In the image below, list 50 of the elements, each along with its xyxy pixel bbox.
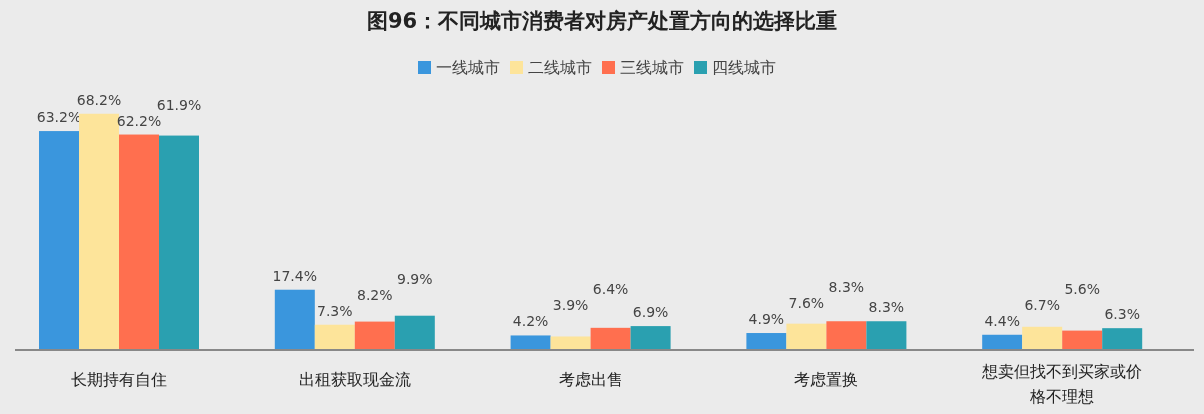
x-tick-label: 考虑出售 <box>558 370 623 389</box>
bar <box>510 335 551 350</box>
x-tick-label: 长期持有自住 <box>71 370 167 389</box>
data-label: 8.3% <box>828 279 865 296</box>
data-label: 61.9% <box>156 96 202 113</box>
bar <box>1022 326 1063 350</box>
bar <box>39 131 79 350</box>
data-label: 4.9% <box>748 311 785 328</box>
bar <box>79 113 119 350</box>
data-label: 9.9% <box>397 270 433 287</box>
x-tick-label: 考虑置换 <box>794 370 859 389</box>
x-tick-label: 想卖但找不到买家或价格不理想 <box>981 362 1143 406</box>
bar <box>866 321 907 350</box>
bar <box>159 135 199 350</box>
bar <box>119 134 159 350</box>
data-label: 68.2% <box>76 91 122 108</box>
bar <box>590 327 631 350</box>
data-label: 3.9% <box>552 297 589 314</box>
bar <box>314 324 355 350</box>
bar <box>394 315 435 350</box>
bar <box>1102 328 1143 350</box>
bar <box>630 326 671 350</box>
data-label: 4.2% <box>512 313 549 330</box>
bar <box>826 321 867 350</box>
legend-label: 一线城市 <box>436 58 500 77</box>
bar <box>354 321 395 350</box>
data-label: 6.3% <box>1104 306 1140 323</box>
x-tick-label: 出租获取现金流 <box>298 370 411 389</box>
data-label: 6.4% <box>592 281 629 298</box>
data-label: 17.4% <box>272 267 318 284</box>
legend-label: 三线城市 <box>620 58 684 77</box>
data-label: 8.2% <box>357 286 393 303</box>
data-label: 7.6% <box>788 295 825 312</box>
bar <box>746 333 787 350</box>
data-label: 8.3% <box>868 299 905 316</box>
data-label: 6.7% <box>1024 296 1060 313</box>
bar <box>550 336 591 350</box>
bar <box>1062 330 1103 350</box>
bar <box>982 334 1023 350</box>
data-label: 5.6% <box>1064 280 1100 297</box>
data-label: 4.4% <box>984 312 1020 329</box>
bar <box>786 323 827 350</box>
bar <box>274 289 315 350</box>
legend-label: 二线城市 <box>528 58 592 77</box>
legend-label: 四线城市 <box>712 58 776 77</box>
data-label: 6.9% <box>632 304 669 321</box>
data-label: 63.2% <box>36 109 82 126</box>
chart-title: 图96：不同城市消费者对房产处置方向的选择比重 <box>366 9 838 33</box>
data-label: 7.3% <box>317 302 353 319</box>
data-label: 62.2% <box>116 112 162 129</box>
